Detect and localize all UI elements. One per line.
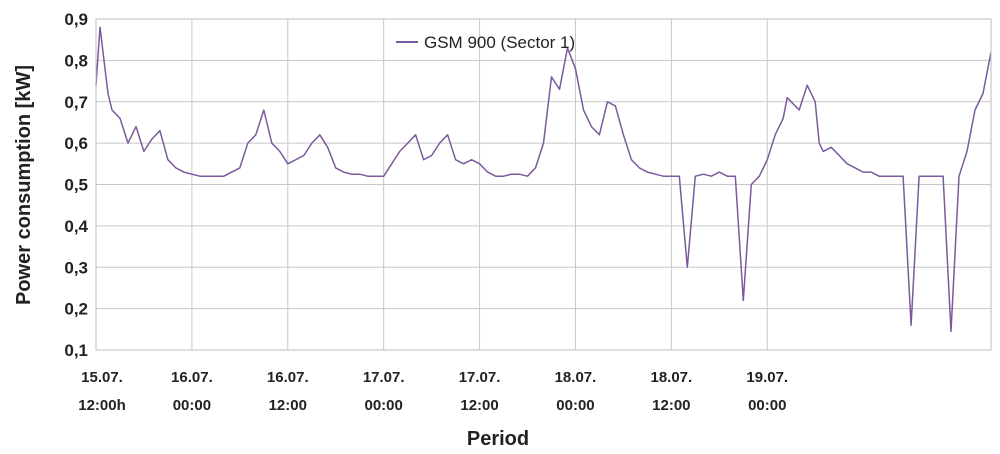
x-tick-label-date: 16.07. — [171, 369, 213, 386]
x-axis-ticks: 15.07. 12:00h 16.07. 00:00 16.07. 12:00 17.07.… — [78, 369, 788, 414]
x-tick-label-date: 18.07. — [555, 369, 597, 386]
y-tick-label: 0,3 — [64, 258, 88, 277]
x-axis-title: Period — [467, 428, 529, 450]
x-tick-label-date: 17.07. — [363, 369, 405, 386]
y-tick-label: 0,8 — [64, 51, 88, 70]
legend-label: GSM 900 (Sector 1) — [424, 33, 575, 52]
x-tick-label-date: 18.07. — [650, 369, 692, 386]
x-tick-label-date: 15.07. — [81, 369, 123, 386]
y-tick-label: 0,4 — [64, 217, 88, 236]
x-tick-label-time: 00:00 — [748, 397, 786, 414]
series-layer — [95, 26, 992, 333]
y-axis-title: Power consumption [kW] — [13, 65, 35, 305]
grid-lines — [96, 18, 991, 351]
x-tick-label-time: 00:00 — [173, 397, 211, 414]
x-tick-label-date: 19.07. — [746, 369, 788, 386]
series-line-0 — [95, 26, 992, 333]
x-tick-label-time: 12:00 — [652, 397, 690, 414]
plot-border — [95, 18, 992, 351]
x-tick-label-time: 12:00h — [78, 397, 126, 414]
x-tick-label-date: 17.07. — [459, 369, 501, 386]
x-tick-label-time: 12:00 — [269, 397, 307, 414]
legend: GSM 900 (Sector 1) — [396, 33, 575, 52]
y-tick-label: 0,6 — [64, 134, 88, 153]
x-tick-label-time: 00:00 — [556, 397, 594, 414]
x-tick-label-date: 16.07. — [267, 369, 309, 386]
y-tick-label: 0,2 — [64, 300, 88, 319]
y-tick-label: 0,9 — [64, 10, 88, 29]
y-tick-label: 0,5 — [64, 176, 88, 195]
x-tick-label-time: 12:00 — [460, 397, 498, 414]
x-tick-label-time: 00:00 — [364, 397, 402, 414]
y-tick-label: 0,7 — [64, 93, 88, 112]
y-axis-ticks: 0,1 0,2 0,3 0,4 0,5 0,6 0,7 0,8 0,9 — [64, 10, 88, 360]
y-tick-label: 0,1 — [64, 341, 88, 360]
